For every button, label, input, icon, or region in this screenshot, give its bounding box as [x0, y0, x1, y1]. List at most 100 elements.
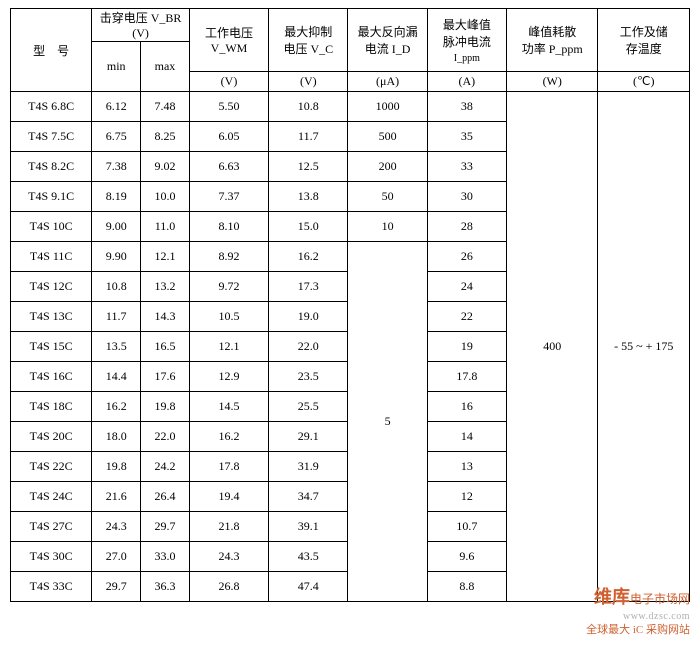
- cell-pppm-merged: 400: [507, 92, 598, 602]
- cell-min: 14.4: [92, 362, 141, 392]
- cell-vc: 10.8: [269, 92, 348, 122]
- cell-vc: 47.4: [269, 572, 348, 602]
- cell-vwm: 24.3: [189, 542, 268, 572]
- header-min: min: [92, 42, 141, 92]
- cell-max: 11.0: [141, 212, 190, 242]
- cell-vwm: 8.10: [189, 212, 268, 242]
- cell-min: 9.90: [92, 242, 141, 272]
- cell-model: T4S 15C: [11, 332, 92, 362]
- cell-max: 24.2: [141, 452, 190, 482]
- cell-min: 6.12: [92, 92, 141, 122]
- cell-ippm: 17.8: [427, 362, 506, 392]
- cell-ippm: 30: [427, 182, 506, 212]
- cell-id: 10: [348, 212, 427, 242]
- cell-min: 8.19: [92, 182, 141, 212]
- header-vwm-unit: (V): [189, 72, 268, 92]
- cell-ippm: 12: [427, 482, 506, 512]
- cell-vwm: 9.72: [189, 272, 268, 302]
- cell-model: T4S 7.5C: [11, 122, 92, 152]
- cell-max: 19.8: [141, 392, 190, 422]
- cell-max: 9.02: [141, 152, 190, 182]
- cell-ippm: 13: [427, 452, 506, 482]
- cell-vc: 43.5: [269, 542, 348, 572]
- cell-min: 10.8: [92, 272, 141, 302]
- cell-vwm: 8.92: [189, 242, 268, 272]
- cell-model: T4S 22C: [11, 452, 92, 482]
- cell-model: T4S 6.8C: [11, 92, 92, 122]
- cell-model: T4S 12C: [11, 272, 92, 302]
- cell-id-merged: 5: [348, 242, 427, 602]
- cell-model: T4S 9.1C: [11, 182, 92, 212]
- header-vbr: 击穿电压 V_BR(V): [92, 9, 190, 42]
- cell-min: 18.0: [92, 422, 141, 452]
- cell-vwm: 19.4: [189, 482, 268, 512]
- cell-min: 11.7: [92, 302, 141, 332]
- header-vc-unit: (V): [269, 72, 348, 92]
- cell-vc: 16.2: [269, 242, 348, 272]
- header-pppm-unit: (W): [507, 72, 598, 92]
- cell-model: T4S 11C: [11, 242, 92, 272]
- cell-min: 21.6: [92, 482, 141, 512]
- cell-ippm: 28: [427, 212, 506, 242]
- header-temp-unit: (℃): [598, 72, 690, 92]
- cell-vwm: 17.8: [189, 452, 268, 482]
- header-ippm: 最大峰值脉冲电流I_ppm: [427, 9, 506, 72]
- header-id-unit: (μA): [348, 72, 427, 92]
- cell-ippm: 8.8: [427, 572, 506, 602]
- cell-vwm: 6.63: [189, 152, 268, 182]
- cell-ippm: 26: [427, 242, 506, 272]
- cell-min: 6.75: [92, 122, 141, 152]
- header-model: 型 号: [11, 9, 92, 92]
- cell-max: 17.6: [141, 362, 190, 392]
- cell-ippm: 9.6: [427, 542, 506, 572]
- cell-max: 29.7: [141, 512, 190, 542]
- cell-max: 10.0: [141, 182, 190, 212]
- header-id: 最大反向漏电流 I_D: [348, 9, 427, 72]
- cell-min: 16.2: [92, 392, 141, 422]
- header-ippm-unit: (A): [427, 72, 506, 92]
- cell-model: T4S 16C: [11, 362, 92, 392]
- cell-vwm: 12.1: [189, 332, 268, 362]
- cell-ippm: 19: [427, 332, 506, 362]
- cell-id: 1000: [348, 92, 427, 122]
- cell-id: 200: [348, 152, 427, 182]
- header-vc: 最大抑制电压 V_C: [269, 9, 348, 72]
- cell-temp-merged: - 55 ~ + 175: [598, 92, 690, 602]
- cell-min: 24.3: [92, 512, 141, 542]
- cell-vc: 17.3: [269, 272, 348, 302]
- cell-max: 13.2: [141, 272, 190, 302]
- cell-max: 14.3: [141, 302, 190, 332]
- cell-model: T4S 24C: [11, 482, 92, 512]
- cell-vc: 22.0: [269, 332, 348, 362]
- cell-vwm: 12.9: [189, 362, 268, 392]
- table-row: T4S 6.8C6.127.485.5010.8100038400- 55 ~ …: [11, 92, 690, 122]
- cell-ippm: 22: [427, 302, 506, 332]
- header-pppm: 峰值耗散功率 P_ppm: [507, 9, 598, 72]
- cell-vc: 39.1: [269, 512, 348, 542]
- cell-vc: 23.5: [269, 362, 348, 392]
- cell-vwm: 7.37: [189, 182, 268, 212]
- header-vwm: 工作电压V_WM: [189, 9, 268, 72]
- cell-model: T4S 30C: [11, 542, 92, 572]
- cell-ippm: 10.7: [427, 512, 506, 542]
- cell-id: 50: [348, 182, 427, 212]
- cell-min: 27.0: [92, 542, 141, 572]
- cell-vwm: 14.5: [189, 392, 268, 422]
- cell-ippm: 38: [427, 92, 506, 122]
- cell-ippm: 24: [427, 272, 506, 302]
- cell-max: 26.4: [141, 482, 190, 512]
- cell-model: T4S 8.2C: [11, 152, 92, 182]
- cell-vc: 25.5: [269, 392, 348, 422]
- cell-model: T4S 27C: [11, 512, 92, 542]
- spec-table: 型 号 击穿电压 V_BR(V) 工作电压V_WM 最大抑制电压 V_C 最大反…: [10, 8, 690, 602]
- cell-vwm: 6.05: [189, 122, 268, 152]
- cell-vwm: 21.8: [189, 512, 268, 542]
- cell-vwm: 16.2: [189, 422, 268, 452]
- cell-ippm: 16: [427, 392, 506, 422]
- cell-vc: 13.8: [269, 182, 348, 212]
- cell-vc: 34.7: [269, 482, 348, 512]
- cell-ippm: 35: [427, 122, 506, 152]
- cell-ippm: 14: [427, 422, 506, 452]
- cell-min: 7.38: [92, 152, 141, 182]
- cell-model: T4S 33C: [11, 572, 92, 602]
